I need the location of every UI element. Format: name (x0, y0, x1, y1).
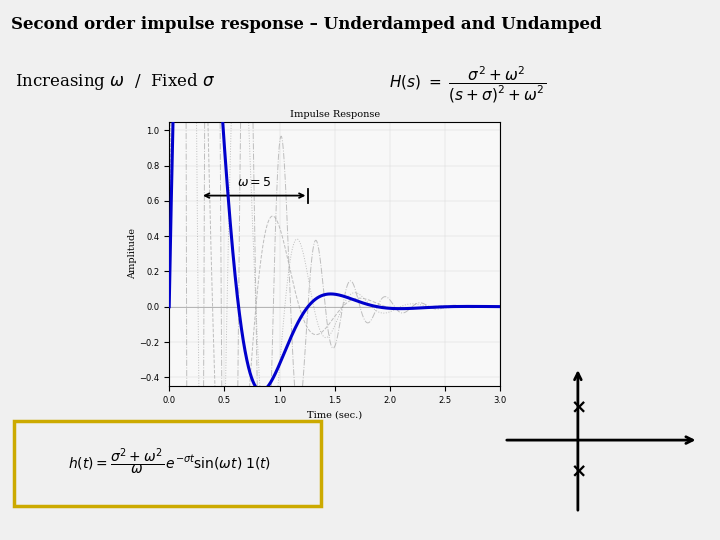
Text: $h(t) = \dfrac{\sigma^2+\omega^2}{\omega}\,e^{-\sigma t}\sin(\omega t)\;1(t)$: $h(t) = \dfrac{\sigma^2+\omega^2}{\omega… (68, 446, 271, 477)
Text: $\mathbf{\times}$: $\mathbf{\times}$ (570, 399, 586, 417)
Text: Increasing $\omega$  /  Fixed $\sigma$: Increasing $\omega$ / Fixed $\sigma$ (15, 71, 215, 91)
Text: $\omega = 5$: $\omega = 5$ (237, 176, 271, 188)
Y-axis label: Amplitude: Amplitude (127, 228, 137, 279)
Text: $\mathbf{\times}$: $\mathbf{\times}$ (570, 463, 586, 482)
Text: $H(s)\ =\ \dfrac{\sigma^2+\omega^2}{(s+\sigma)^2+\omega^2}$: $H(s)\ =\ \dfrac{\sigma^2+\omega^2}{(s+\… (389, 65, 546, 105)
X-axis label: Time (sec.): Time (sec.) (307, 410, 362, 420)
Text: Second order impulse response – Underdamped and Undamped: Second order impulse response – Underdam… (11, 16, 601, 33)
Title: Impulse Response: Impulse Response (289, 110, 380, 119)
